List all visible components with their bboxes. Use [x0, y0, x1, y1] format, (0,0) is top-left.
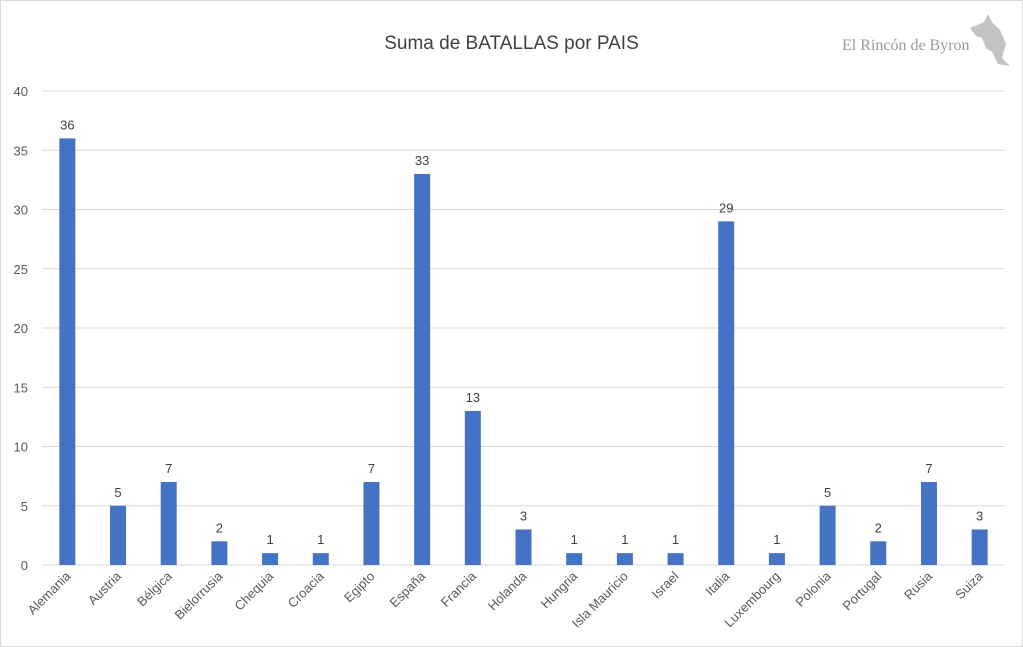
data-label: 2 [875, 520, 882, 535]
x-tick-label: Polonia [792, 568, 834, 610]
data-label: 7 [368, 461, 375, 476]
bar-suiza [971, 529, 988, 565]
chart-title: Suma de BATALLAS por PAIS [384, 33, 639, 54]
y-tick-label: 30 [14, 203, 28, 218]
y-tick-label: 15 [14, 380, 28, 395]
x-tick-label: Austria [85, 568, 125, 608]
data-label: 3 [520, 508, 527, 523]
x-tick-label: Egipto [341, 569, 378, 606]
bar-chequia [262, 553, 279, 565]
data-label: 5 [824, 485, 831, 500]
bar-holanda [515, 529, 532, 565]
data-label: 1 [317, 532, 324, 547]
data-label: 13 [466, 390, 480, 405]
y-tick-label: 5 [21, 499, 28, 514]
bar-hungria [566, 553, 583, 565]
bars [59, 138, 988, 565]
x-tick-label: Israel [649, 568, 682, 601]
x-tick-label: Alemania [25, 568, 74, 617]
x-tick-label: Holanda [485, 568, 530, 613]
x-tick-label: Suiza [952, 568, 986, 602]
bar-rusia [920, 482, 937, 565]
x-tick-label: Chequia [231, 568, 276, 613]
x-tick-label: Croacia [285, 568, 328, 611]
data-label: 2 [216, 520, 223, 535]
data-label: 36 [60, 117, 74, 132]
y-tick-label: 25 [14, 262, 28, 277]
x-tick-label: Francia [438, 568, 480, 610]
data-label: 3 [976, 508, 983, 523]
bar-austria [110, 505, 127, 565]
y-tick-label: 35 [14, 143, 28, 158]
data-label: 1 [773, 532, 780, 547]
x-tick-label: Bielorrusia [171, 568, 226, 623]
data-label: 7 [165, 461, 172, 476]
y-tick-label: 10 [14, 440, 28, 455]
bar-bélgica [160, 482, 177, 565]
x-tick-label: Portugal [840, 568, 885, 613]
data-label: 7 [925, 461, 932, 476]
bar-croacia [312, 553, 329, 565]
bar-isla-mauricio [616, 553, 633, 565]
data-label: 1 [621, 532, 628, 547]
bar-portugal [870, 541, 887, 565]
data-label: 1 [571, 532, 578, 547]
gridlines [42, 90, 1005, 566]
bar-francia [464, 410, 481, 565]
bar-italia [718, 221, 735, 565]
x-tick-label: Italia [702, 568, 733, 599]
bar-israel [667, 553, 684, 565]
data-label: 29 [719, 200, 733, 215]
x-tick-label: Hungria [538, 568, 581, 611]
bar-alemania [59, 138, 76, 565]
bar-bielorrusia [211, 541, 228, 565]
bar-españa [414, 173, 431, 565]
y-tick-label: 20 [14, 321, 28, 336]
data-label: 33 [415, 153, 429, 168]
bar-polonia [819, 505, 836, 565]
data-label: 5 [114, 485, 121, 500]
y-tick-label: 40 [14, 84, 28, 99]
watermark-text: El Rincón de Byron [842, 37, 970, 54]
x-tick-label: Rusia [901, 568, 936, 603]
bar-luxembourg [768, 553, 785, 565]
bar-egipto [363, 482, 380, 565]
kangaroo-icon [970, 14, 1010, 66]
data-label: 1 [266, 532, 273, 547]
x-tick-label: España [386, 568, 428, 610]
data-label: 1 [672, 532, 679, 547]
y-tick-label: 0 [21, 558, 28, 573]
x-tick-label: Bélgica [134, 568, 175, 609]
y-axis-ticks: 0 5 10 15 20 25 30 35 40 [14, 84, 28, 573]
